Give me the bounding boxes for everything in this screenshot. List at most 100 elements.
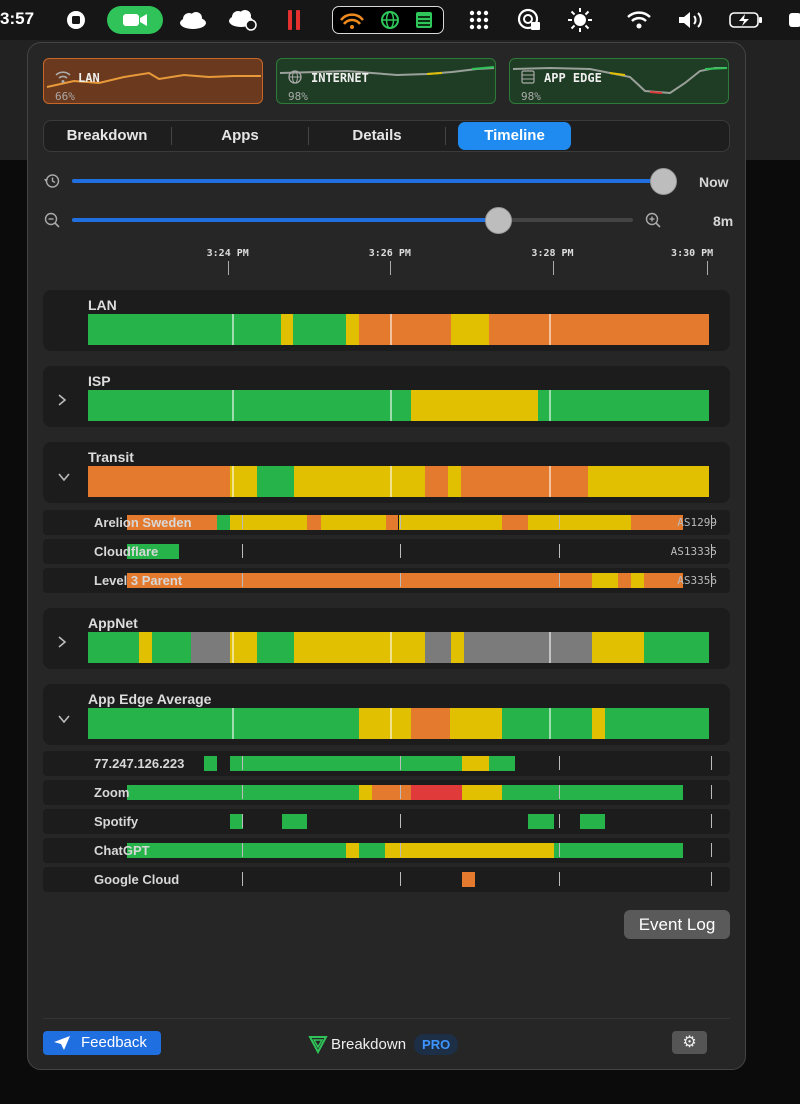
sub-row-77-247-126-223[interactable]: 77.247.126.223 — [43, 751, 730, 776]
wifi-icon[interactable] — [625, 6, 653, 34]
status-segment-orange — [307, 515, 321, 530]
time-gridline — [400, 785, 402, 799]
sun-icon[interactable] — [566, 6, 594, 34]
sub-row-cloudflare[interactable]: Cloudflare AS13335 — [43, 539, 730, 564]
sub-row-spotify[interactable]: Spotify — [43, 809, 730, 834]
section-appnet[interactable]: AppNet — [43, 608, 730, 669]
stop-icon[interactable] — [62, 6, 90, 34]
footer-divider — [43, 1018, 730, 1019]
lan-sparkline — [46, 71, 261, 88]
zoom-in-icon[interactable] — [645, 212, 661, 231]
zoom-out-icon[interactable] — [44, 212, 60, 231]
wifi-off-icon — [55, 70, 71, 86]
status-segment-green — [538, 390, 709, 421]
status-segment-orange — [386, 515, 399, 530]
status-segment-orange — [126, 573, 593, 588]
brand-name: Breakdown — [331, 1035, 407, 1053]
feedback-button[interactable]: Feedback — [43, 1031, 161, 1055]
section-status-bar[interactable] — [88, 466, 709, 497]
section-transit[interactable]: Transit — [43, 442, 730, 503]
app-edge-card[interactable]: APP EDGE 98% — [509, 58, 729, 104]
chevron-down-icon[interactable] — [57, 469, 71, 485]
section-lan[interactable]: LAN — [43, 290, 730, 351]
cloud-info-icon[interactable] — [226, 6, 260, 34]
settings-button[interactable]: ⚙ — [672, 1031, 707, 1054]
status-segment-orange — [88, 466, 230, 497]
status-segment-green — [88, 708, 360, 739]
time-gridline — [242, 573, 244, 587]
time-gridline — [711, 544, 713, 558]
pro-badge: PRO — [414, 1033, 459, 1055]
lan-card[interactable]: LAN 66% — [43, 58, 263, 104]
time-gridline — [400, 756, 402, 770]
time-gridline — [558, 785, 560, 799]
status-segment-green — [605, 708, 709, 739]
tab-divider — [308, 127, 309, 145]
chevron-right-icon[interactable] — [57, 393, 67, 410]
internet-card-label: INTERNET — [311, 71, 369, 85]
as-number: AS1299 — [677, 516, 717, 529]
camera-icon[interactable] — [107, 6, 163, 34]
time-tick-mark — [227, 261, 229, 275]
time-tick-label: 3:28 PM — [531, 248, 574, 259]
history-slider-knob[interactable] — [650, 168, 678, 195]
time-gridline — [711, 872, 713, 886]
battery-icon[interactable] — [728, 6, 764, 34]
menu-extra-icon[interactable] — [785, 6, 800, 34]
status-segment-gray — [191, 632, 230, 663]
status-segment-yellow — [592, 632, 644, 663]
privacy-lock-icon[interactable] — [515, 6, 543, 34]
event-log-button[interactable]: Event Log — [624, 910, 730, 939]
time-tick-label: 3:30 PM — [671, 248, 714, 259]
tab-divider — [171, 127, 172, 145]
feedback-label: Feedback — [81, 1034, 147, 1051]
section-status-bar[interactable] — [88, 632, 709, 663]
status-segment-yellow — [280, 314, 293, 345]
time-gridline — [548, 390, 551, 421]
time-gridline — [711, 814, 713, 828]
status-segment-yellow — [410, 390, 539, 421]
status-segment-green — [579, 814, 606, 829]
tab-timeline[interactable]: Timeline — [458, 122, 571, 150]
tab-breakdown[interactable]: Breakdown — [66, 127, 148, 144]
breakdown-status-group[interactable] — [332, 6, 444, 34]
tab-apps[interactable]: Apps — [221, 127, 259, 144]
history-slider-fill — [72, 179, 664, 183]
status-segment-green — [126, 843, 347, 858]
section-isp[interactable]: ISP — [43, 366, 730, 427]
status-segment-green — [527, 814, 554, 829]
sub-row-zoom[interactable]: Zoom — [43, 780, 730, 805]
status-segment-green — [88, 314, 281, 345]
time-gridline — [558, 515, 560, 529]
status-segment-orange — [358, 314, 451, 345]
sub-row-level-3-parent[interactable]: Level 3 Parent AS3356 — [43, 568, 730, 593]
grid-dots-icon[interactable] — [466, 6, 492, 34]
time-tick-label: 3:26 PM — [368, 248, 411, 259]
time-gridline — [400, 843, 402, 857]
status-segment-orange — [424, 466, 449, 497]
tab-divider — [445, 127, 446, 145]
section-status-bar[interactable] — [88, 390, 709, 421]
tab-details[interactable]: Details — [352, 127, 402, 144]
pause-icon[interactable] — [284, 6, 304, 34]
time-gridline — [232, 708, 235, 739]
section-status-bar[interactable] — [88, 314, 709, 345]
section-app-edge-average[interactable]: App Edge Average — [43, 684, 730, 745]
time-tick-mark — [552, 261, 554, 275]
sub-row-arelion-sweden[interactable]: Arelion Sweden AS1299 — [43, 510, 730, 535]
time-gridline — [242, 756, 244, 770]
time-gridline — [400, 573, 402, 587]
section-status-bar[interactable] — [88, 708, 709, 739]
zoom-slider-knob[interactable] — [485, 207, 513, 234]
chevron-right-icon[interactable] — [57, 635, 67, 652]
volume-icon[interactable] — [676, 6, 706, 34]
sub-row-google-cloud[interactable]: Google Cloud — [43, 867, 730, 892]
sub-row-chatgpt[interactable]: ChatGPT — [43, 838, 730, 863]
internet-card[interactable]: INTERNET 98% — [276, 58, 496, 104]
status-segment-green — [229, 756, 463, 771]
time-gridline — [232, 314, 235, 345]
time-gridline — [400, 544, 402, 558]
cloud-icon[interactable] — [176, 6, 210, 34]
chevron-down-icon[interactable] — [57, 711, 71, 727]
status-segment-yellow — [592, 708, 606, 739]
